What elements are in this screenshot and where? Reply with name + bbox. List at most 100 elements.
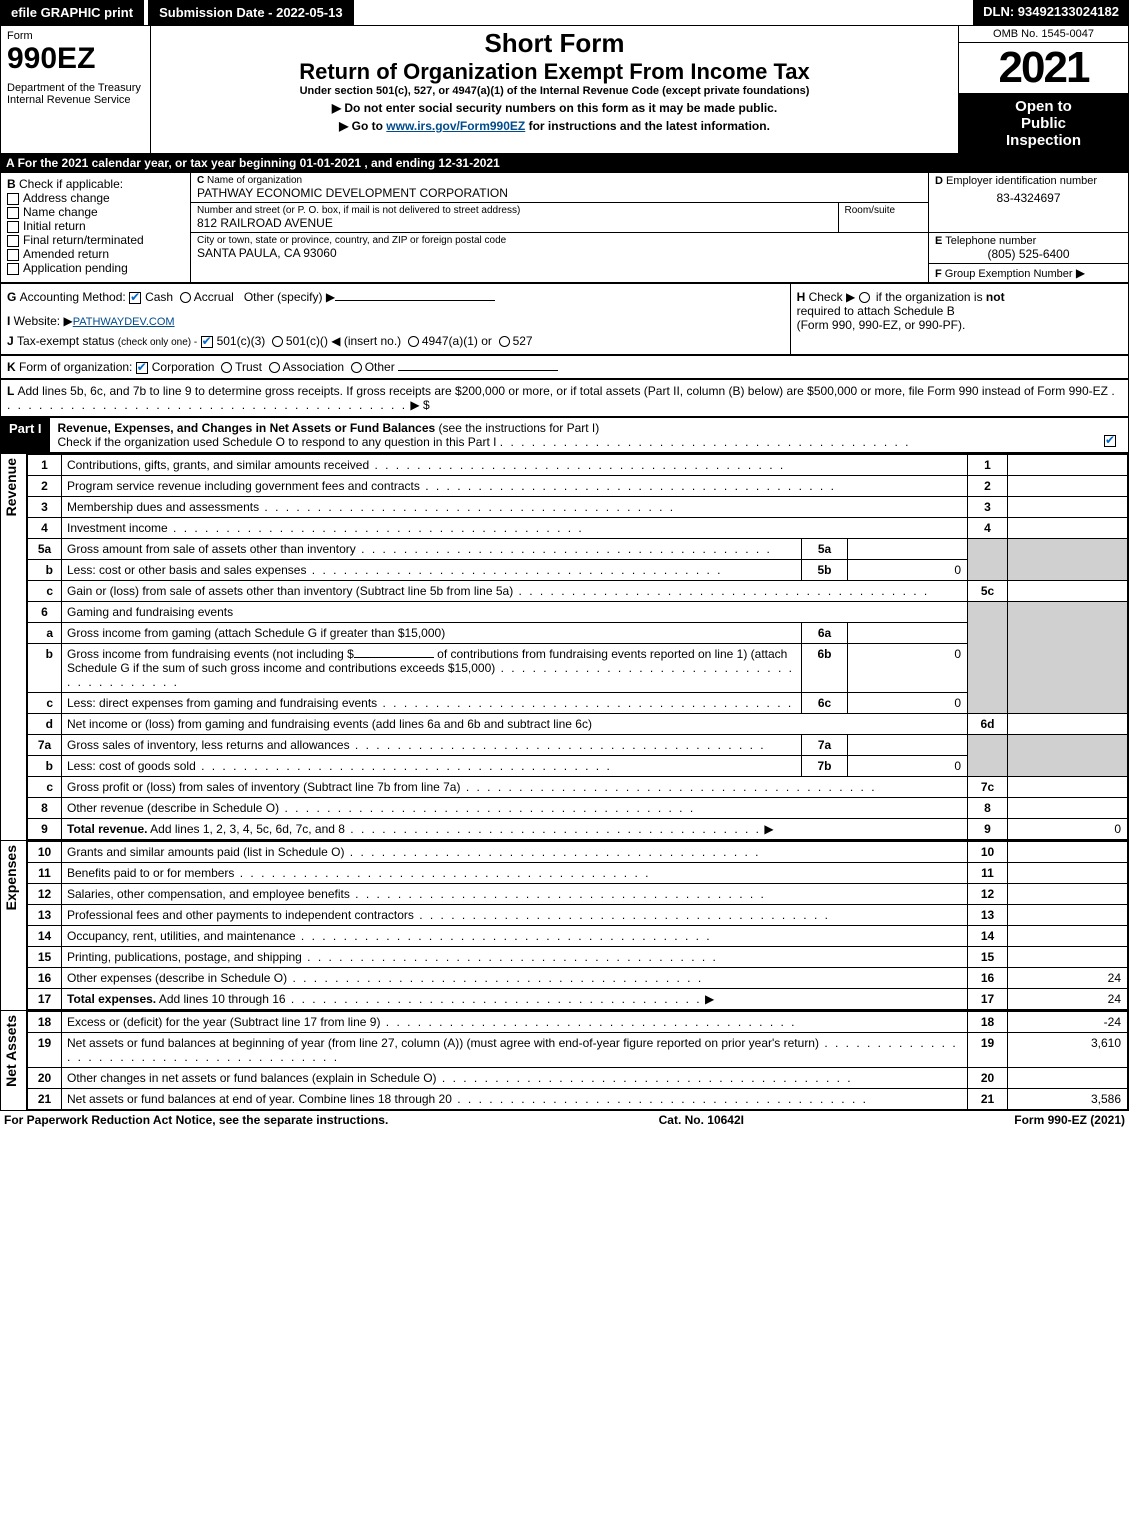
ln-2: 2 bbox=[28, 476, 62, 497]
k-assoc-radio[interactable] bbox=[269, 362, 280, 373]
j-sub: (check only one) - bbox=[118, 337, 197, 348]
val-4 bbox=[1008, 518, 1128, 539]
ln-7a: 7a bbox=[28, 735, 62, 756]
row-a: A For the 2021 calendar year, or tax yea… bbox=[0, 154, 1129, 172]
nbox-8: 8 bbox=[968, 798, 1008, 819]
ln-6b: b bbox=[28, 644, 62, 693]
ln-19: 19 bbox=[28, 1033, 62, 1068]
nbox-4: 4 bbox=[968, 518, 1008, 539]
d-label: D Employer identification number bbox=[935, 175, 1122, 187]
k-o4: Other bbox=[365, 360, 395, 374]
b-opt-2: Initial return bbox=[23, 219, 86, 233]
b-opt-0: Address change bbox=[23, 191, 110, 205]
nbox-15: 15 bbox=[968, 947, 1008, 968]
line-6b-field[interactable] bbox=[354, 657, 434, 658]
sbox-5b: 5b bbox=[802, 560, 848, 581]
goto-post: for instructions and the latest informat… bbox=[525, 119, 770, 133]
open-line2: Public bbox=[963, 115, 1124, 132]
j-501c3-check[interactable] bbox=[201, 336, 213, 348]
g-accrual: Accrual bbox=[194, 290, 234, 304]
k-other-radio[interactable] bbox=[351, 362, 362, 373]
part1-check-line: Check if the organization used Schedule … bbox=[58, 435, 497, 449]
line-1-text: Contributions, gifts, grants, and simila… bbox=[67, 458, 369, 472]
j-4947-radio[interactable] bbox=[408, 336, 419, 347]
b-opt-initial[interactable]: Initial return bbox=[7, 219, 184, 233]
j-o2b: ) ◀ (insert no.) bbox=[324, 334, 401, 348]
sval-7a bbox=[848, 735, 968, 756]
ln-3: 3 bbox=[28, 497, 62, 518]
b-opt-name[interactable]: Name change bbox=[7, 205, 184, 219]
line-9-text: Add lines 1, 2, 3, 4, 5c, 6d, 7c, and 8 bbox=[147, 822, 344, 836]
line-17-text: Add lines 10 through 16 bbox=[156, 992, 285, 1006]
ln-16: 16 bbox=[28, 968, 62, 989]
ln-7c: c bbox=[28, 777, 62, 798]
g-cash: Cash bbox=[145, 290, 173, 304]
line-13-text: Professional fees and other payments to … bbox=[67, 908, 414, 922]
ln-18: 18 bbox=[28, 1012, 62, 1033]
j-527-radio[interactable] bbox=[499, 336, 510, 347]
f-label: F Group Exemption Number bbox=[935, 268, 1073, 280]
g-other: Other (specify) ▶ bbox=[244, 290, 335, 304]
line-6d-text: Net income or (loss) from gaming and fun… bbox=[67, 717, 592, 731]
b-opt-1: Name change bbox=[23, 205, 98, 219]
val-17: 24 bbox=[1008, 989, 1128, 1010]
sval-7b: 0 bbox=[848, 756, 968, 777]
line-2-text: Program service revenue including govern… bbox=[67, 479, 420, 493]
b-opt-address[interactable]: Address change bbox=[7, 191, 184, 205]
ln-5a: 5a bbox=[28, 539, 62, 560]
val-21: 3,586 bbox=[1008, 1089, 1128, 1110]
irs-link[interactable]: www.irs.gov/Form990EZ bbox=[386, 119, 525, 133]
line-12-text: Salaries, other compensation, and employ… bbox=[67, 887, 350, 901]
b-opt-pending[interactable]: Application pending bbox=[7, 261, 184, 275]
g-other-field[interactable] bbox=[335, 300, 495, 301]
ln-7b: b bbox=[28, 756, 62, 777]
sbox-6b: 6b bbox=[802, 644, 848, 693]
k-other-field[interactable] bbox=[398, 370, 558, 371]
sbox-5a: 5a bbox=[802, 539, 848, 560]
b-opt-5: Application pending bbox=[23, 261, 128, 275]
omb-number: OMB No. 1545-0047 bbox=[959, 26, 1129, 43]
line-11-text: Benefits paid to or for members bbox=[67, 866, 234, 880]
val-13 bbox=[1008, 905, 1128, 926]
g-accrual-radio[interactable] bbox=[180, 292, 191, 303]
sval-5a bbox=[848, 539, 968, 560]
part1-label: Part I bbox=[1, 418, 50, 452]
nbox-16: 16 bbox=[968, 968, 1008, 989]
room-label: Room/suite bbox=[845, 205, 923, 216]
g-cash-check[interactable] bbox=[129, 292, 141, 304]
nbox-17: 17 bbox=[968, 989, 1008, 1010]
j-o4: 527 bbox=[513, 334, 533, 348]
nbox-7c: 7c bbox=[968, 777, 1008, 798]
line-4-text: Investment income bbox=[67, 521, 168, 535]
nbox-13: 13 bbox=[968, 905, 1008, 926]
website-link[interactable]: PATHWAYDEV.COM bbox=[73, 316, 175, 328]
val-18: -24 bbox=[1008, 1012, 1128, 1033]
sbox-6a: 6a bbox=[802, 623, 848, 644]
k-corp-check[interactable] bbox=[136, 362, 148, 374]
line-6b-pre: Gross income from fundraising events (no… bbox=[67, 647, 354, 661]
b-opt-amended[interactable]: Amended return bbox=[7, 247, 184, 261]
ln-6a: a bbox=[28, 623, 62, 644]
val-16: 24 bbox=[1008, 968, 1128, 989]
h-check: Check ▶ bbox=[809, 290, 856, 304]
h-radio[interactable] bbox=[859, 292, 870, 303]
j-501c-radio[interactable] bbox=[272, 336, 283, 347]
form-header: Form 990EZ Department of the Treasury In… bbox=[0, 25, 1129, 154]
part1-checkbox[interactable] bbox=[1104, 435, 1116, 447]
line-19-text: Net assets or fund balances at beginning… bbox=[67, 1036, 819, 1050]
val-14 bbox=[1008, 926, 1128, 947]
b-opt-final[interactable]: Final return/terminated bbox=[7, 233, 184, 247]
footer-left: For Paperwork Reduction Act Notice, see … bbox=[4, 1113, 388, 1127]
ln-21: 21 bbox=[28, 1089, 62, 1110]
j-o3: 4947(a)(1) or bbox=[422, 334, 492, 348]
k-trust-radio[interactable] bbox=[221, 362, 232, 373]
val-12 bbox=[1008, 884, 1128, 905]
footer-right-pre: Form bbox=[1014, 1113, 1047, 1127]
b-label-text: Check if applicable: bbox=[19, 177, 123, 191]
street-value: 812 RAILROAD AVENUE bbox=[197, 216, 832, 230]
open-to-public: Open to Public Inspection bbox=[959, 94, 1129, 154]
ln-8: 8 bbox=[28, 798, 62, 819]
line-7c-text: Gross profit or (loss) from sales of inv… bbox=[67, 780, 460, 794]
efile-print-button[interactable]: efile GRAPHIC print bbox=[0, 0, 144, 25]
e-label: E Telephone number bbox=[935, 235, 1122, 247]
